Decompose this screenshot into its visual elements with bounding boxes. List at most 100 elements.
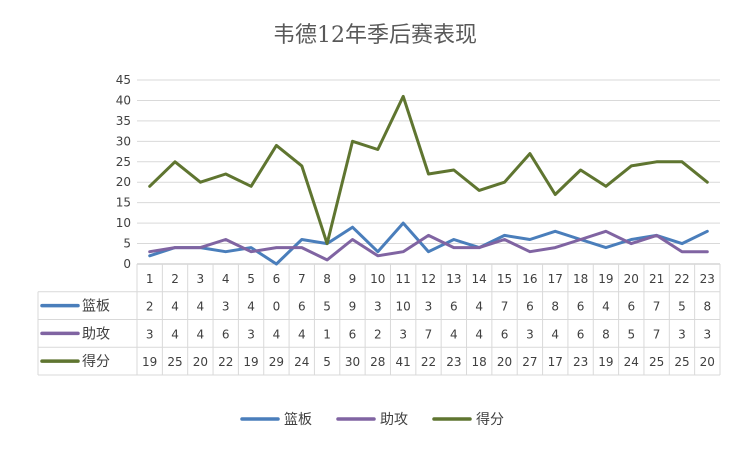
x-tick-label: 15 xyxy=(497,272,512,286)
x-tick-label: 5 xyxy=(247,272,255,286)
table-cell-value: 25 xyxy=(167,355,182,369)
table-cell-value: 22 xyxy=(218,355,233,369)
table-cell-value: 30 xyxy=(345,355,360,369)
x-tick-label: 21 xyxy=(649,272,664,286)
table-series-label: 篮板 xyxy=(82,299,110,315)
table-cell-value: 6 xyxy=(627,300,635,314)
table-cell-value: 1 xyxy=(323,327,331,341)
table-cell-value: 4 xyxy=(475,300,483,314)
legend-label: 得分 xyxy=(476,411,504,428)
table-cell-value: 6 xyxy=(450,300,458,314)
table-cell-value: 3 xyxy=(526,327,534,341)
y-tick-label: 35 xyxy=(116,114,131,128)
table-cell-value: 4 xyxy=(273,327,281,341)
table-cell-value: 3 xyxy=(222,300,230,314)
x-tick-label: 1 xyxy=(146,272,154,286)
table-cell-value: 24 xyxy=(294,355,309,369)
table-cell-value: 20 xyxy=(497,355,512,369)
table-cell-value: 4 xyxy=(298,327,306,341)
legend-label: 篮板 xyxy=(284,412,312,428)
table-cell-value: 4 xyxy=(171,327,179,341)
x-tick-label: 2 xyxy=(171,272,179,286)
table-cell-value: 19 xyxy=(598,355,613,369)
table-cell-value: 3 xyxy=(425,300,433,314)
table-cell-value: 6 xyxy=(577,300,585,314)
y-tick-label: 20 xyxy=(116,175,131,189)
table-cell-value: 6 xyxy=(349,327,357,341)
table-cell-value: 19 xyxy=(142,355,157,369)
table-cell-value: 5 xyxy=(627,327,635,341)
x-tick-label: 18 xyxy=(573,272,588,286)
legend: 篮板 助攻 得分 xyxy=(240,411,504,428)
table-cell-value: 8 xyxy=(551,300,559,314)
y-tick-label: 15 xyxy=(116,196,131,210)
table-cell-value: 5 xyxy=(323,300,331,314)
x-tick-label: 7 xyxy=(298,272,306,286)
series-line xyxy=(148,94,709,246)
x-tick-label: 13 xyxy=(446,272,461,286)
table-cell-value: 3 xyxy=(374,300,382,314)
y-tick-label: 0 xyxy=(123,257,131,271)
chart-title: 韦德12年季后赛表现 xyxy=(273,23,477,48)
table-cell-value: 4 xyxy=(247,300,255,314)
table-cell-value: 8 xyxy=(704,300,712,314)
table-cell-value: 29 xyxy=(269,355,284,369)
x-tick-label: 20 xyxy=(624,272,639,286)
x-tick-label: 14 xyxy=(472,272,487,286)
table-cell-value: 2 xyxy=(374,327,382,341)
table-cell-value: 4 xyxy=(197,300,205,314)
table-cell-value: 2 xyxy=(146,300,154,314)
table-cell-value: 4 xyxy=(602,300,610,314)
x-tick-label: 8 xyxy=(323,272,331,286)
table-cell-value: 5 xyxy=(678,300,686,314)
x-tick-label: 6 xyxy=(273,272,281,286)
table-cell-value: 41 xyxy=(396,355,411,369)
table-cell-value: 18 xyxy=(472,355,487,369)
table-cell-value: 3 xyxy=(247,327,255,341)
y-tick-label: 25 xyxy=(116,155,131,169)
table-cell-value: 7 xyxy=(653,327,661,341)
table-cell-value: 9 xyxy=(349,300,357,314)
table-cell-value: 19 xyxy=(243,355,258,369)
table-cell-value: 24 xyxy=(624,355,639,369)
table-cell-value: 3 xyxy=(399,327,407,341)
table-cell-value: 27 xyxy=(522,355,537,369)
table-cell-value: 4 xyxy=(551,327,559,341)
x-tick-label: 22 xyxy=(674,272,689,286)
table-cell-value: 3 xyxy=(678,327,686,341)
table-cell-value: 4 xyxy=(171,300,179,314)
legend-label: 助攻 xyxy=(380,412,408,428)
y-axis: 0 5 10 15 20 25 30 35 40 45 xyxy=(116,73,131,271)
x-tick-label: 23 xyxy=(700,272,715,286)
x-tick-label: 11 xyxy=(396,272,411,286)
table-cell-value: 6 xyxy=(501,327,509,341)
series-lines xyxy=(148,94,709,266)
x-tick-label: 4 xyxy=(222,272,230,286)
table-cell-value: 10 xyxy=(396,300,411,314)
series-line xyxy=(148,229,709,262)
table-cell-value: 20 xyxy=(700,355,715,369)
table-cell-value: 20 xyxy=(193,355,208,369)
x-tick-label: 12 xyxy=(421,272,436,286)
table-series-label: 得分 xyxy=(82,353,110,370)
table-cell-value: 3 xyxy=(146,327,154,341)
table-cell-value: 4 xyxy=(197,327,205,341)
y-tick-label: 40 xyxy=(116,93,131,107)
table-cell-value: 5 xyxy=(323,355,331,369)
table-cell-value: 23 xyxy=(573,355,588,369)
table-cell-value: 4 xyxy=(450,327,458,341)
table-cell-value: 17 xyxy=(548,355,563,369)
x-tick-label: 16 xyxy=(522,272,537,286)
table-cell-value: 25 xyxy=(674,355,689,369)
table-cell-value: 6 xyxy=(577,327,585,341)
y-tick-label: 30 xyxy=(116,134,131,148)
table-series-label: 助攻 xyxy=(82,326,110,342)
table-cell-value: 7 xyxy=(501,300,509,314)
x-tick-label: 10 xyxy=(370,272,385,286)
x-tick-label: 17 xyxy=(548,272,563,286)
table-cell-value: 6 xyxy=(222,327,230,341)
x-tick-label: 9 xyxy=(349,272,357,286)
